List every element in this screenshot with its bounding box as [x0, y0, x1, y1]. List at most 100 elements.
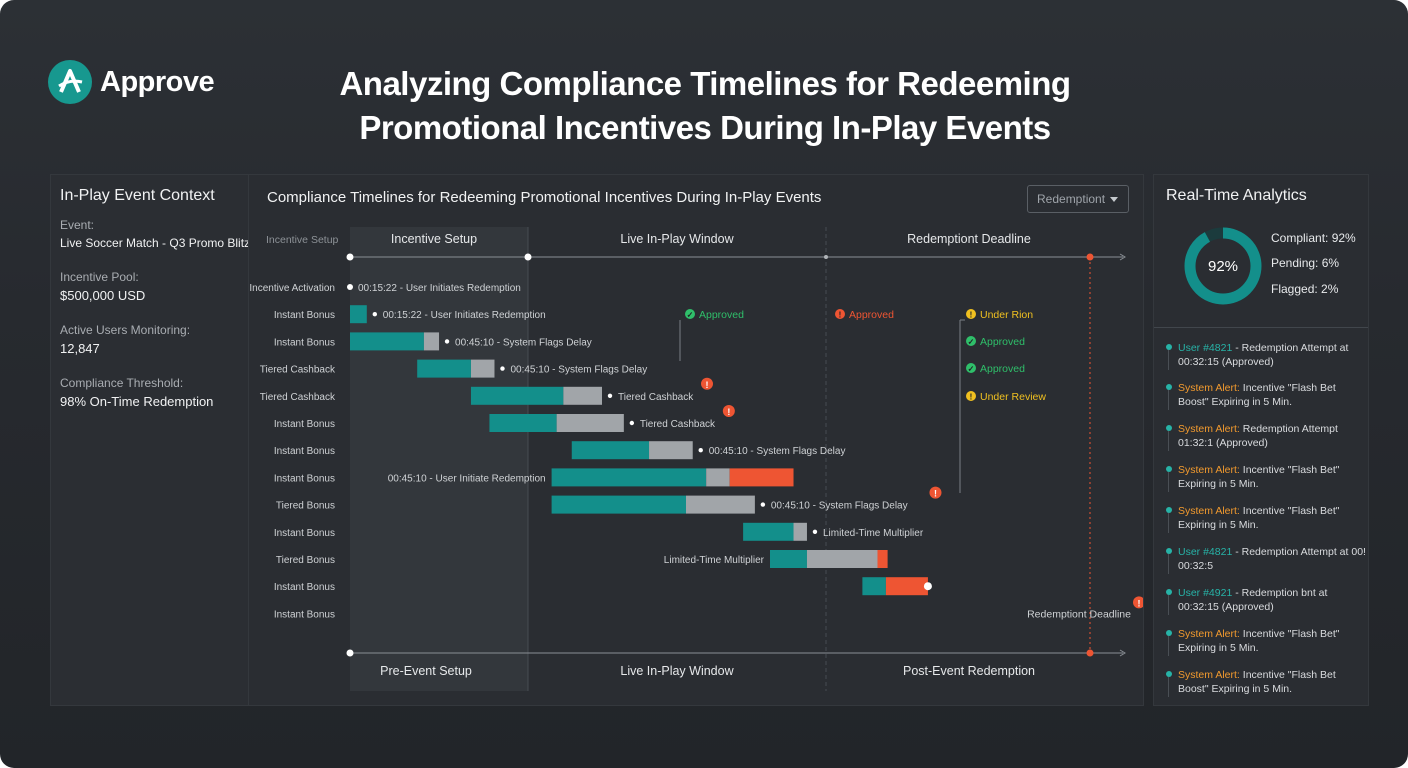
- row-label: Instant Bonus: [274, 419, 335, 430]
- deadline-node: [1086, 253, 1094, 261]
- bar-annotation: Redemptiont Deadline: [1027, 608, 1131, 620]
- feed-text: Incentive "Flash Bet" Expiring in 5 Min.: [1178, 628, 1340, 654]
- timeline-bar-segment: [551, 468, 707, 487]
- event-context-heading: In-Play Event Context: [60, 187, 215, 204]
- bar-annotation: 00:45:10 - System Flags Delay: [510, 365, 647, 376]
- status-icon-glyph: ✓: [968, 338, 975, 347]
- legend-pending: Pending: 6%: [1271, 256, 1340, 270]
- phase-label-bottom: Post-Event Redemption: [903, 664, 1035, 678]
- timeline-bar-segment: [885, 577, 928, 596]
- timeline-bar-segment: [877, 550, 888, 568]
- feed-item[interactable]: System Alert: Incentive "Flash Bet Boost…: [1166, 381, 1368, 410]
- timeline-bar-segment: [649, 441, 693, 460]
- analytics-panel: Real-Time Analytics 92% Compliant: 92% P…: [1153, 174, 1369, 706]
- compliance-threshold-value: 98% On-Time Redemption: [60, 394, 214, 409]
- bar-end-node: [698, 448, 703, 453]
- incentive-pool-label: Incentive Pool:: [60, 270, 139, 284]
- status-label: Under Rion: [980, 309, 1033, 321]
- feed-item[interactable]: System Alert: Incentive "Flash Bet" Expi…: [1166, 463, 1368, 492]
- row-label: Instant Bonus: [274, 446, 335, 457]
- row-label: Instant Bonus: [274, 582, 335, 593]
- feed-item[interactable]: System Alert: Incentive "Flash Bet" Expi…: [1166, 627, 1368, 656]
- bar-end-node: [629, 420, 635, 426]
- phase-label-top: Incentive Setup: [391, 232, 477, 246]
- timeline-bar-segment: [551, 495, 686, 514]
- feed-pin-icon: [1166, 425, 1172, 431]
- phase-filter-value: Redemptiont: [1037, 192, 1106, 206]
- timeline-bar-segment: [470, 386, 564, 405]
- feed-pin-icon: [1166, 589, 1172, 595]
- feed-item[interactable]: User #4821 - Redemption Attempt at 00:32…: [1166, 341, 1368, 370]
- bar-end-node: [500, 366, 505, 371]
- phase-filter-dropdown[interactable]: Redemptiont: [1027, 185, 1129, 213]
- status-icon: [685, 309, 695, 319]
- bar-end-node: [372, 312, 377, 317]
- bar-annotation: 00:45:10 - System Flags Delay: [771, 501, 908, 512]
- brand[interactable]: Approve: [48, 60, 215, 104]
- feed-pin-icon: [1166, 671, 1172, 677]
- approve-logo-icon: [48, 60, 92, 104]
- axis-node: [346, 649, 354, 657]
- feed-item[interactable]: User #4821 - Redemption Attempt at 00! 0…: [1166, 545, 1368, 574]
- bar-end-node: [812, 529, 818, 534]
- bar-annotation: 00:15:22 - User Initiates Redemption: [383, 310, 546, 321]
- analytics-heading: Real-Time Analytics: [1166, 187, 1307, 204]
- gantt-chart: Incentive Setup Incentive Setup Live In-Pl…: [249, 227, 1143, 691]
- timeline-bar-segment: [489, 414, 557, 432]
- phase-label-top: Redemptiont Deadline: [907, 232, 1031, 246]
- page-title: Analyzing Compliance Timelines for Redee…: [290, 62, 1120, 150]
- chevron-down-icon: [1110, 197, 1118, 202]
- timeline-bar-segment: [571, 441, 650, 460]
- status-icon: [966, 391, 976, 401]
- legend-flagged: Flagged: 2%: [1271, 282, 1339, 296]
- axis-node: [524, 253, 532, 261]
- timeline-bar-segment: [806, 550, 878, 568]
- alert-icon-glyph: !: [706, 380, 709, 390]
- feed-text: Incentive "Flash Bet Boost" Expiring in …: [1178, 382, 1336, 408]
- feed-item[interactable]: System Alert: Redemption Attempt 01:32:1…: [1166, 422, 1368, 451]
- feed-text: - Redemption Attempt at 00! 00:32:5: [1178, 546, 1366, 572]
- feed-source: User #4921: [1178, 587, 1233, 599]
- feed-pin-stem: [1168, 431, 1169, 451]
- timeline-chart-panel: Compliance Timelines for Redeeming Promo…: [248, 174, 1144, 706]
- feed-text: Incentive "Flash Bet Boost" Expiring in …: [1178, 669, 1336, 695]
- divider: [1154, 327, 1368, 328]
- timeline-bar-segment: [470, 359, 495, 378]
- feed-item[interactable]: User #4921 - Redemption bnt at 00:32:15 …: [1166, 586, 1368, 615]
- timeline-bar-segment: [417, 359, 471, 378]
- donut-compliant-arc: [1184, 227, 1262, 305]
- bar-end-node: [347, 284, 353, 290]
- alert-icon: [929, 486, 942, 499]
- phase-label-top: Live In-Play Window: [620, 232, 734, 246]
- pre-event-column: [350, 227, 528, 691]
- feed-pin-icon: [1166, 384, 1172, 390]
- feed-pin-stem: [1168, 350, 1169, 370]
- feed-pin-icon: [1166, 344, 1172, 350]
- status-icon-glyph: !: [970, 311, 973, 320]
- brand-name: Approve: [100, 65, 215, 98]
- page-title-line-1: Analyzing Compliance Timelines for Redee…: [339, 65, 1071, 102]
- row-label: Instant Bonus: [274, 473, 335, 484]
- bar-end-node: [760, 502, 766, 507]
- feed-item[interactable]: System Alert: Incentive "Flash Bet" Expi…: [1166, 504, 1368, 533]
- row-label: Tiered Bonus: [276, 555, 335, 566]
- bar-annotation: Tiered Cashback: [618, 392, 694, 403]
- feed-item[interactable]: System Alert: Incentive "Flash Bet Boost…: [1166, 668, 1368, 697]
- axis-node: [346, 253, 354, 261]
- feed-pin-stem: [1168, 513, 1169, 533]
- event-label: Event:: [60, 218, 95, 232]
- phase-label-bottom: Pre-Event Setup: [380, 664, 472, 678]
- bar-annotation: Limited-Time Multiplier: [823, 528, 924, 539]
- bar-end-node: [607, 393, 613, 398]
- bar-annotation: 00:45:10 - System Flags Delay: [455, 337, 592, 348]
- row-label: Instant Bonus: [274, 528, 335, 539]
- feed-pin-icon: [1166, 507, 1172, 513]
- row-label: Tiered Cashback: [260, 392, 336, 403]
- bar-annotation: 00:15:22 - User Initiates Redemption: [358, 283, 521, 294]
- timeline-bar-segment: [686, 495, 755, 514]
- alert-icon: [722, 405, 735, 417]
- phase-label-bottom: Live In-Play Window: [620, 664, 734, 678]
- status-label: Under Review: [980, 391, 1046, 403]
- row-label: Instant Bonus: [274, 609, 335, 620]
- timeline-bar-segment: [350, 305, 367, 324]
